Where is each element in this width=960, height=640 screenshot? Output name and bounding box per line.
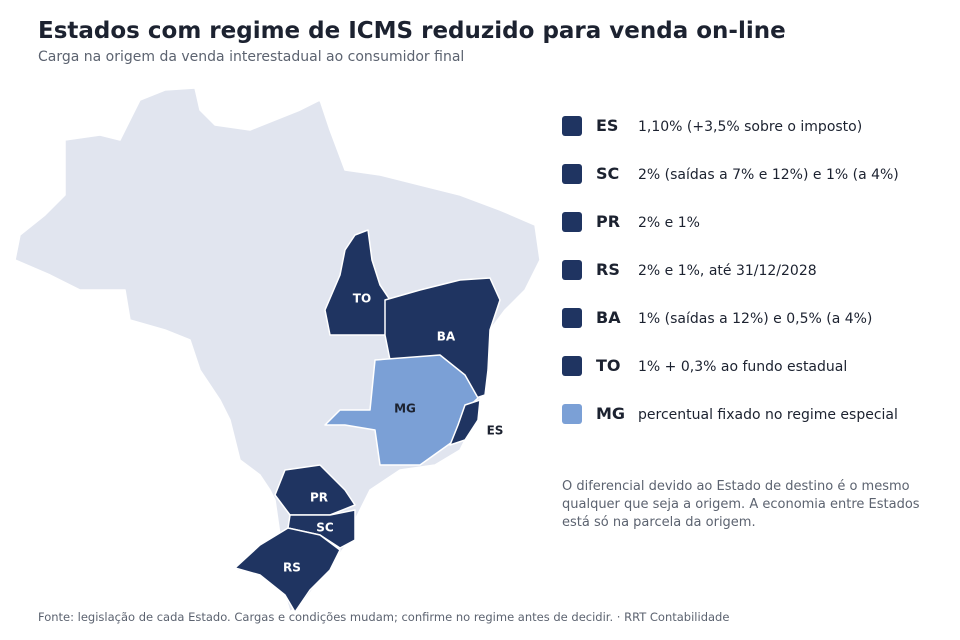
legend-code: ES: [596, 116, 618, 135]
legend-text: 2% (saídas a 7% e 12%) e 1% (a 4%): [638, 167, 899, 183]
state-pr: [274, 464, 356, 516]
legend-code: PR: [596, 212, 620, 231]
map-label: PR: [310, 491, 328, 505]
legend-code: BA: [596, 308, 621, 327]
note-line: O diferencial devido ao Estado de destin…: [562, 479, 910, 494]
legend-swatch: [562, 404, 582, 424]
state-es: [449, 399, 481, 446]
legend: ES 1,10% (+3,5% sobre o imposto) SC 2% (saí…: [562, 116, 899, 424]
legend-text: 1,10% (+3,5% sobre o imposto): [638, 119, 862, 135]
legend-code: RS: [596, 260, 620, 279]
map-label: MG: [394, 402, 416, 416]
legend-swatch: [562, 116, 582, 136]
legend-text: percentual fixado no regime especial: [638, 407, 898, 423]
state-rs: [234, 527, 341, 613]
legend-swatch: [562, 308, 582, 328]
legend-swatch: [562, 212, 582, 232]
legend-code: MG: [596, 404, 625, 423]
legend-code: TO: [596, 356, 621, 375]
legend-text: 1% (saídas a 12%) e 0,5% (a 4%): [638, 311, 872, 327]
note-line: está só na parcela da origem.: [562, 515, 756, 530]
title: Estados com regime de ICMS reduzido para…: [38, 18, 786, 44]
map-label: ES: [487, 424, 504, 438]
map-label: RS: [283, 561, 301, 575]
state-mg: [324, 354, 479, 466]
subtitle: Carga na origem da venda interestadual a…: [38, 49, 464, 65]
note: O diferencial devido ao Estado de destin…: [562, 479, 920, 530]
map-label: BA: [437, 330, 456, 344]
legend-text: 2% e 1%, até 31/12/2028: [638, 263, 817, 279]
legend-swatch: [562, 260, 582, 280]
legend-swatch: [562, 356, 582, 376]
legend-swatch: [562, 164, 582, 184]
footer: Fonte: legislação de cada Estado. Cargas…: [38, 610, 729, 624]
legend-code: SC: [596, 164, 619, 183]
note-line: qualquer que seja a origem. A economia e…: [562, 497, 920, 512]
legend-text: 2% e 1%: [638, 215, 700, 231]
map: TO BA MG ES PR SC RS: [14, 87, 541, 613]
map-label: SC: [316, 521, 334, 535]
legend-text: 1% + 0,3% ao fundo estadual: [638, 359, 847, 375]
map-label: TO: [353, 292, 371, 306]
